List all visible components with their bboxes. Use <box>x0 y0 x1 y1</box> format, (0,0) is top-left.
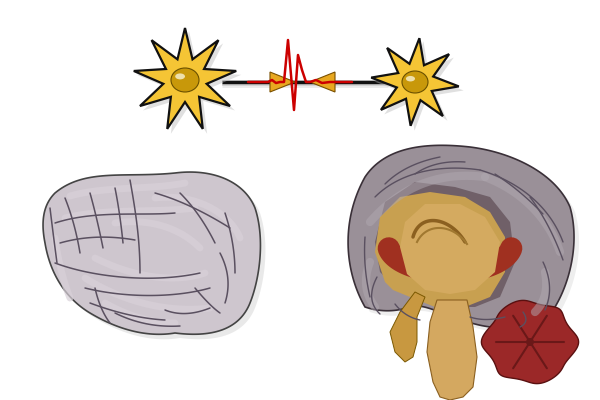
Polygon shape <box>400 204 500 294</box>
Polygon shape <box>375 182 515 307</box>
Polygon shape <box>374 41 464 131</box>
Polygon shape <box>43 172 260 334</box>
Ellipse shape <box>175 73 185 79</box>
Polygon shape <box>310 72 335 92</box>
Polygon shape <box>375 192 505 307</box>
Polygon shape <box>48 177 265 339</box>
Polygon shape <box>270 72 295 92</box>
Polygon shape <box>137 31 241 134</box>
Polygon shape <box>348 145 574 328</box>
Polygon shape <box>353 150 579 333</box>
Polygon shape <box>427 300 477 400</box>
Polygon shape <box>371 38 459 126</box>
Polygon shape <box>390 292 425 362</box>
Polygon shape <box>134 28 236 129</box>
Ellipse shape <box>171 68 199 92</box>
Polygon shape <box>481 300 578 384</box>
Ellipse shape <box>402 71 428 93</box>
Ellipse shape <box>406 76 415 82</box>
Ellipse shape <box>526 338 534 346</box>
